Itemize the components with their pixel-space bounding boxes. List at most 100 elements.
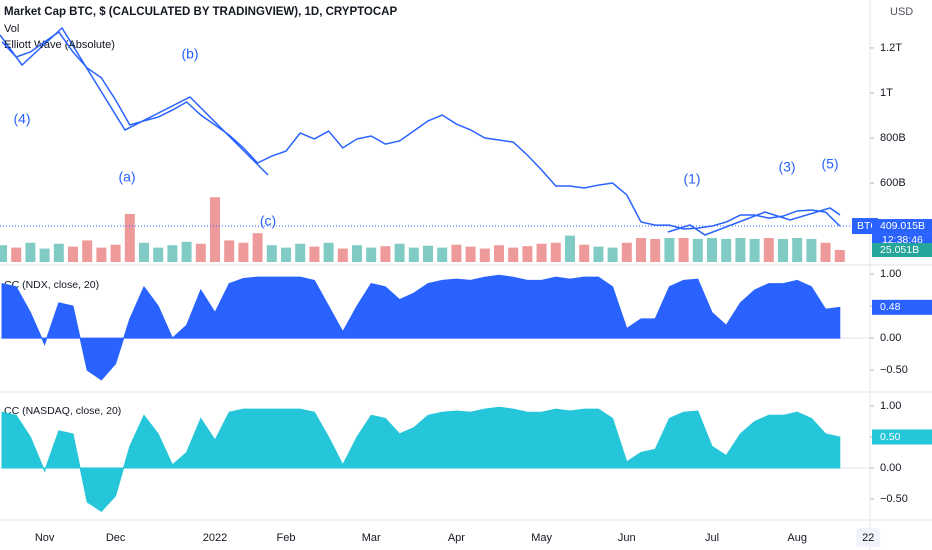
volume-bar [536, 243, 547, 262]
volume-bar [792, 238, 803, 262]
volume-bar [110, 244, 121, 262]
volume-bar [820, 242, 831, 262]
x-tick-label: Jul [705, 532, 719, 544]
area [1, 406, 841, 512]
volume-bar [124, 214, 135, 262]
volume-bar [579, 244, 590, 262]
volume-bar [763, 238, 774, 262]
volume-bar [210, 197, 220, 262]
volume-bar [692, 238, 703, 262]
volume-bar [550, 242, 561, 262]
x-tick-label: Mar [362, 532, 381, 544]
volume-bar [479, 248, 490, 262]
x-tick-label: Nov [35, 532, 55, 544]
y-tick-label: 0.00 [880, 462, 901, 474]
legend-item: Vol [4, 23, 19, 35]
volume-bar [25, 242, 36, 262]
volume-bar [195, 243, 206, 262]
x-tick-label: Jun [618, 532, 636, 544]
pane-title: CC (NASDAQ, close, 20) [4, 405, 121, 417]
wave-label: (4) [13, 111, 30, 127]
last-value-box [872, 429, 932, 445]
last-value: 0.50 [880, 431, 901, 443]
last-volume: 25.051B [880, 244, 919, 256]
wave-label: (3) [778, 159, 795, 175]
series-name-box [852, 218, 878, 235]
volume-bar [593, 246, 604, 262]
wave-label: (a) [118, 169, 135, 185]
volume-bar [295, 243, 306, 262]
x-tick-label: May [531, 532, 552, 544]
last-price-box [872, 219, 932, 234]
volume-bar [352, 245, 362, 262]
volume-bar [281, 247, 291, 262]
volume-bar [678, 238, 689, 262]
elliott-wave [0, 26, 269, 176]
volume-bar [82, 240, 93, 262]
volume-bar [806, 238, 817, 262]
volume-bar [522, 246, 533, 262]
volume-bar [96, 247, 107, 262]
volume-bar [423, 245, 433, 262]
y-tick-label: 1.00 [880, 400, 901, 412]
volume-bar [337, 248, 348, 262]
volume-bar [366, 247, 377, 262]
y-tick-label: 1.2T [880, 42, 902, 54]
date-cursor-box [856, 528, 881, 547]
pane-title: CC (NDX, close, 20) [4, 279, 99, 291]
volume-bar [735, 238, 746, 262]
y-tick-label: −0.50 [880, 364, 908, 376]
volume-bar [437, 247, 448, 262]
y-tick-label: 0.00 [880, 332, 901, 344]
volume-bar [451, 244, 462, 262]
y-unit: USD [890, 6, 913, 18]
volume-bar [494, 245, 504, 262]
volume-bar [53, 243, 64, 262]
volume-bar [39, 248, 50, 262]
volume-bar [323, 242, 334, 262]
chart-title: Market Cap BTC, $ (CALCULATED BY TRADING… [4, 6, 397, 18]
x-tick-label: Feb [277, 532, 296, 544]
volume-bar [465, 246, 476, 262]
volume-bar [650, 238, 661, 262]
last-value-box [872, 299, 932, 315]
volume-bar [394, 243, 405, 262]
x-tick-label: 22 [862, 532, 874, 544]
volume-bar [252, 233, 263, 262]
wave-label: (c) [260, 213, 276, 229]
volume-bar [224, 240, 235, 262]
wave-label: (5) [821, 156, 838, 172]
volume-bar [380, 246, 391, 262]
price-line [1, 30, 841, 230]
volume-bar [153, 247, 164, 262]
y-tick-label: 600B [880, 177, 906, 189]
countdown: 12:38:46 [882, 234, 923, 246]
last-volume-box [872, 243, 932, 257]
x-tick-label: Apr [448, 532, 465, 544]
legend-item: Elliott Wave (Absolute) [4, 39, 115, 51]
area [1, 274, 841, 381]
volume-bar [621, 242, 632, 262]
volume-bar [68, 246, 78, 262]
y-tick-label: 1.00 [880, 268, 901, 280]
volume-bar [508, 247, 519, 262]
volume-bar [0, 245, 7, 262]
volume-bar [664, 238, 675, 262]
wave-label: (b) [181, 46, 198, 62]
volume-bar [238, 242, 249, 262]
volume-bar [778, 238, 788, 262]
volume-bar [721, 238, 732, 262]
volume-bar [167, 245, 178, 262]
last-value: 0.48 [880, 301, 901, 313]
volume-bar [607, 247, 618, 262]
volume-bar [408, 247, 419, 262]
x-tick-label: Aug [787, 532, 807, 544]
volume-bar [749, 238, 760, 262]
volume-bar [11, 247, 22, 262]
volume-bar [565, 235, 575, 262]
elliott-wave [667, 207, 841, 236]
y-tick-label: 1T [880, 87, 893, 99]
y-tick-label: −0.50 [880, 493, 908, 505]
volume-bar [181, 241, 192, 262]
x-tick-label: Dec [106, 532, 126, 544]
